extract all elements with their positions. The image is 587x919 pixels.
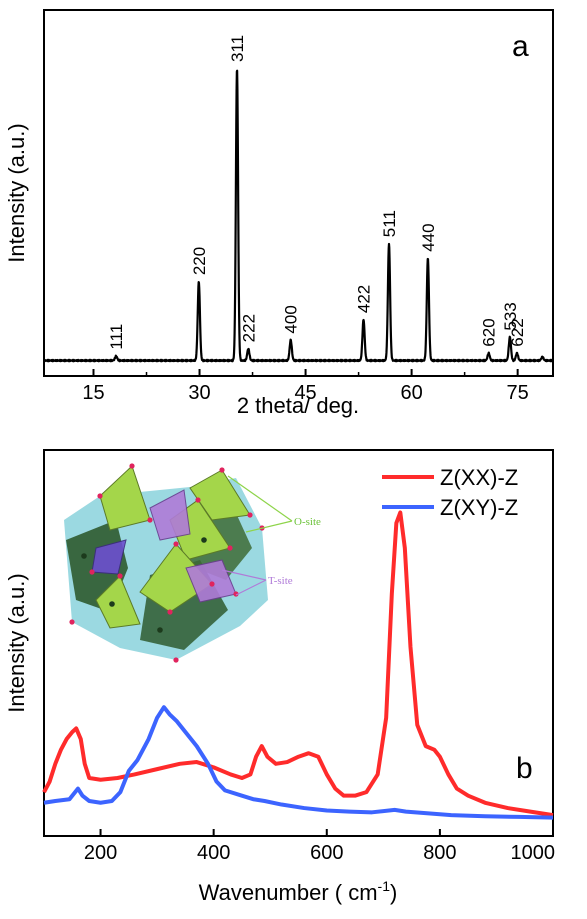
- panel-b-x-tick-label: 800: [423, 842, 456, 864]
- atom: [173, 657, 179, 663]
- atom: [89, 569, 95, 575]
- atom: [219, 467, 225, 473]
- panel-a-x-tick-label: 15: [82, 382, 104, 404]
- peak-label: 400: [282, 305, 301, 333]
- panel-b-x-axis-label: Wavenumber ( cm-1): [199, 878, 398, 905]
- peak-label: 111: [107, 324, 126, 350]
- atom: [97, 493, 103, 499]
- panel-b-x-axis-label-close: ): [390, 880, 397, 905]
- t-site-pointer: [221, 569, 267, 581]
- o-site-pointer: [227, 475, 293, 522]
- peak-label: 533: [501, 302, 520, 330]
- legend-label-zxy-z: Z(XY)-Z: [440, 495, 518, 520]
- atom: [167, 609, 173, 615]
- panel-a: 15 30 45 60 75 111 220 311 222 400 422 511 440 62053…: [4, 9, 554, 418]
- t-site-label: T-site: [268, 575, 293, 587]
- inset-atoms: [69, 463, 265, 663]
- inset-o-site-tetrahedron: [95, 575, 141, 629]
- inset-dark-atoms: [81, 537, 207, 633]
- peak-label: 220: [190, 247, 209, 275]
- panel-a-x-ticks: [92, 369, 519, 376]
- panel-b: 200 400 600 800 1000: [4, 449, 555, 905]
- atom: [195, 497, 201, 503]
- panel-a-label: a: [512, 30, 529, 63]
- atom: [117, 573, 123, 579]
- atom: [69, 619, 75, 625]
- t-site-pointer: [235, 579, 267, 596]
- series-zxy-z-line: [43, 705, 554, 820]
- atom: [157, 627, 163, 633]
- crystal-structure-inset: O-site T-site: [64, 463, 321, 663]
- panel-a-x-axis-label: 2 theta/ deg.: [237, 393, 359, 418]
- inset-t-site-tetrahedron: [149, 489, 191, 541]
- panel-b-x-ticks: [99, 829, 554, 836]
- peak-label: 511: [380, 210, 399, 237]
- panel-a-y-axis-label: Intensity (a.u.): [4, 123, 29, 262]
- atom: [81, 553, 87, 559]
- atom: [201, 537, 207, 543]
- panel-b-x-tick-label: 400: [197, 842, 230, 864]
- panel-b-x-tick-label: 1000: [511, 842, 556, 864]
- panel-b-x-axis-label-main: Wavenumber ( cm: [199, 880, 378, 905]
- panel-a-xrd-line: [43, 69, 554, 363]
- peak-label: 440: [419, 223, 438, 251]
- panel-b-frame: [43, 449, 554, 837]
- atom: [247, 512, 253, 518]
- o-site-pointer: [245, 520, 293, 533]
- peak-label: 311: [228, 35, 247, 62]
- atom: [227, 545, 233, 551]
- inset-t-site-tetrahedron: [91, 539, 127, 575]
- legend: Z(XX)-Z Z(XY)-Z: [382, 465, 518, 520]
- o-site-label: O-site: [294, 516, 321, 528]
- panel-a-x-tick-labels: 15 30 45 60 75: [82, 382, 528, 404]
- panel-b-x-axis-label-superscript: -1: [378, 878, 391, 894]
- peak-label: 620: [480, 318, 499, 346]
- atom: [129, 463, 135, 469]
- panel-b-x-tick-label: 200: [84, 842, 117, 864]
- legend-label-zxx-z: Z(XX)-Z: [440, 465, 518, 490]
- panel-a-x-tick-label: 45: [294, 382, 316, 404]
- panel-b-x-tick-label: 600: [310, 842, 343, 864]
- atom: [209, 581, 215, 587]
- inset-o-site-tetrahedron: [99, 465, 151, 531]
- panel-a-frame: [43, 9, 554, 377]
- panel-a-x-tick-label: 75: [507, 382, 529, 404]
- panel-b-x-tick-labels: 200 400 600 800 1000: [84, 842, 555, 864]
- atom: [173, 541, 179, 547]
- peak-label: 422: [355, 285, 374, 313]
- peak-label: 622: [508, 318, 527, 346]
- panel-b-y-axis-label: Intensity (a.u.): [4, 573, 29, 712]
- atom: [147, 517, 153, 523]
- peak-label: 222: [239, 314, 258, 342]
- panel-a-x-tick-label: 30: [188, 382, 210, 404]
- atom: [233, 591, 239, 597]
- series-zxx-z-line: [42, 510, 554, 818]
- panel-b-label: b: [516, 752, 533, 785]
- panel-a-x-tick-label: 60: [400, 382, 422, 404]
- atom: [109, 601, 115, 607]
